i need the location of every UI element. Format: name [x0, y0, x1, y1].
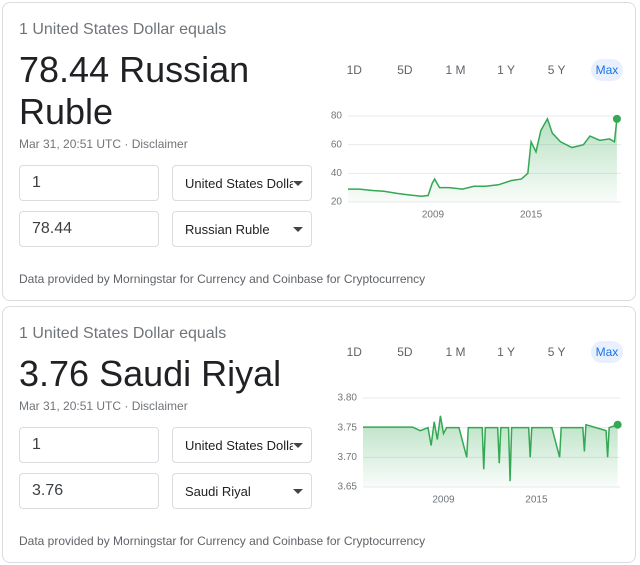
x-tick-label: 2009 — [422, 210, 445, 221]
end-dot — [612, 114, 621, 123]
header: 1 United States Dollar equals — [19, 325, 227, 342]
y-tick-label: 40 — [331, 168, 343, 179]
converter-card: 1 United States Dollar equals 3.76 Saudi… — [2, 306, 636, 563]
header: 1 United States Dollar equals — [19, 21, 227, 38]
y-tick-label: 20 — [331, 197, 343, 208]
to-amount[interactable]: 78.44 — [19, 211, 159, 247]
to-currency[interactable]: Russian Ruble — [172, 211, 312, 247]
range-button[interactable]: 1 Y — [497, 345, 515, 359]
amount: 78.44 Russian Ruble — [19, 49, 250, 132]
x-tick-label: 2009 — [432, 495, 455, 506]
timestamp: Mar 31, 20:51 UTC — [19, 137, 122, 151]
to-currency-text: Saudi Riyal — [185, 484, 251, 499]
disclaimer[interactable]: Disclaimer — [131, 399, 188, 413]
range-button[interactable]: 5 Y — [547, 345, 566, 359]
timestamp: Mar 31, 20:51 UTC — [19, 399, 122, 413]
to-amount[interactable]: 3.76 — [19, 473, 159, 509]
range-button[interactable]: 5D — [397, 63, 413, 77]
chart: 20 40 60 80 2009 2015 — [331, 111, 621, 221]
range-button[interactable]: 5D — [397, 345, 413, 359]
from-currency[interactable]: United States Dollar — [172, 427, 312, 463]
converter: 1 United States Dollar equals 3.76 Saudi… — [19, 325, 319, 509]
range-button[interactable]: 1 M — [445, 63, 466, 77]
y-tick-label: 3.75 — [338, 422, 358, 433]
range-button[interactable]: 1D — [346, 345, 362, 359]
converter: 1 United States Dollar equals 78.44 Russ… — [19, 21, 319, 247]
y-tick-label: 3.70 — [338, 452, 358, 463]
range-buttons: 1D 5D 1 M 1 Y 5 Y Max — [329, 341, 635, 363]
line — [363, 415, 618, 482]
y-tick-label: 80 — [331, 111, 343, 122]
range-button[interactable]: 5 Y — [547, 63, 566, 77]
y-tick-label: 3.65 — [338, 482, 358, 493]
timestamp-line: Mar 31, 20:51 UTC · Disclaimer — [19, 137, 188, 151]
line — [348, 117, 618, 198]
footer: Data provided by Morningstar for Currenc… — [19, 272, 426, 286]
y-tick-label: 3.80 — [338, 393, 358, 404]
amount: 3.76 Saudi Riyal — [19, 353, 282, 394]
range-button[interactable]: 1D — [346, 63, 362, 77]
end-dot — [613, 420, 622, 429]
converter-card: 1 United States Dollar equals 78.44 Russ… — [2, 2, 636, 301]
range-button[interactable]: Max — [590, 341, 623, 363]
to-currency-text: Russian Ruble — [185, 222, 270, 237]
from-currency[interactable]: United States Dollar — [172, 165, 312, 201]
range-buttons: 1D 5D 1 M 1 Y 5 Y Max — [329, 59, 635, 81]
y-tick-label: 60 — [331, 139, 343, 150]
footer: Data provided by Morningstar for Currenc… — [19, 534, 426, 548]
to-currency[interactable]: Saudi Riyal — [172, 473, 312, 509]
disclaimer[interactable]: Disclaimer — [131, 137, 188, 151]
chart: 3.80 3.75 3.70 3.65 2009 2015 — [338, 393, 622, 506]
timestamp-line: Mar 31, 20:51 UTC · Disclaimer — [19, 399, 188, 413]
from-amount[interactable]: 1 — [19, 427, 159, 463]
range-button[interactable]: 1 Y — [497, 63, 515, 77]
from-currency-text: United States Dollar — [185, 176, 293, 191]
x-tick-label: 2015 — [520, 210, 543, 221]
range-button[interactable]: 1 M — [445, 345, 466, 359]
x-tick-label: 2015 — [525, 495, 548, 506]
from-amount[interactable]: 1 — [19, 165, 159, 201]
from-currency-text: United States Dollar — [185, 438, 293, 453]
range-button[interactable]: Max — [590, 59, 623, 81]
area — [363, 415, 618, 487]
area — [348, 118, 617, 202]
